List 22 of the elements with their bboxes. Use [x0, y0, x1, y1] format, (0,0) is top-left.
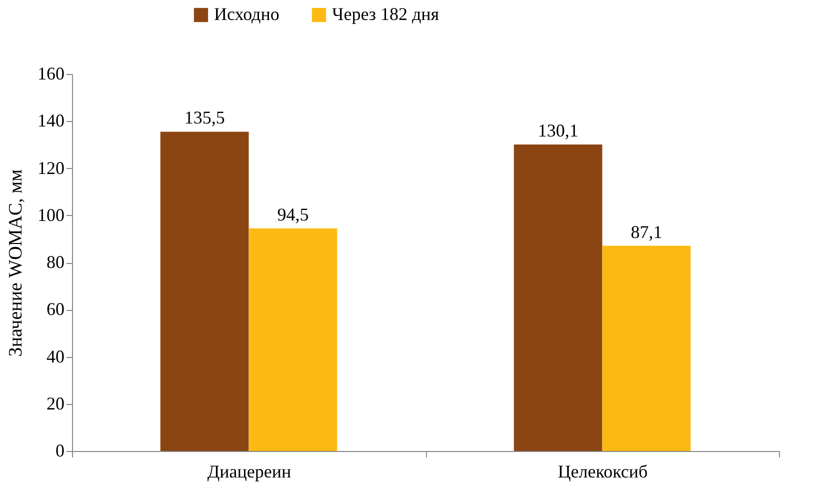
y-tick-label: 40 — [46, 346, 64, 366]
legend-label: Через 182 дня — [332, 4, 440, 24]
x-tick-label: Диацереин — [207, 462, 292, 482]
y-tick-label: 80 — [46, 252, 64, 272]
x-tick-label: Целекоксиб — [558, 462, 648, 482]
bar — [160, 132, 249, 451]
y-tick-label: 140 — [38, 110, 64, 131]
bar — [602, 246, 691, 451]
bar — [248, 228, 338, 451]
y-tick-label: 120 — [38, 158, 64, 178]
y-axis-title: Значение WOMAC, мм — [6, 169, 26, 357]
data-label: 130,1 — [538, 120, 578, 140]
data-label: 87,1 — [630, 222, 662, 242]
y-tick-label: 100 — [38, 204, 64, 225]
y-tick-label: 20 — [46, 393, 64, 414]
y-tick-label: 0 — [56, 440, 64, 460]
y-tick-label: 60 — [46, 299, 64, 320]
data-label: 135,5 — [184, 108, 225, 128]
bar — [514, 144, 602, 451]
legend-label: Исходно — [214, 4, 280, 24]
data-label: 94,5 — [277, 204, 309, 224]
y-tick-label: 160 — [38, 64, 64, 84]
